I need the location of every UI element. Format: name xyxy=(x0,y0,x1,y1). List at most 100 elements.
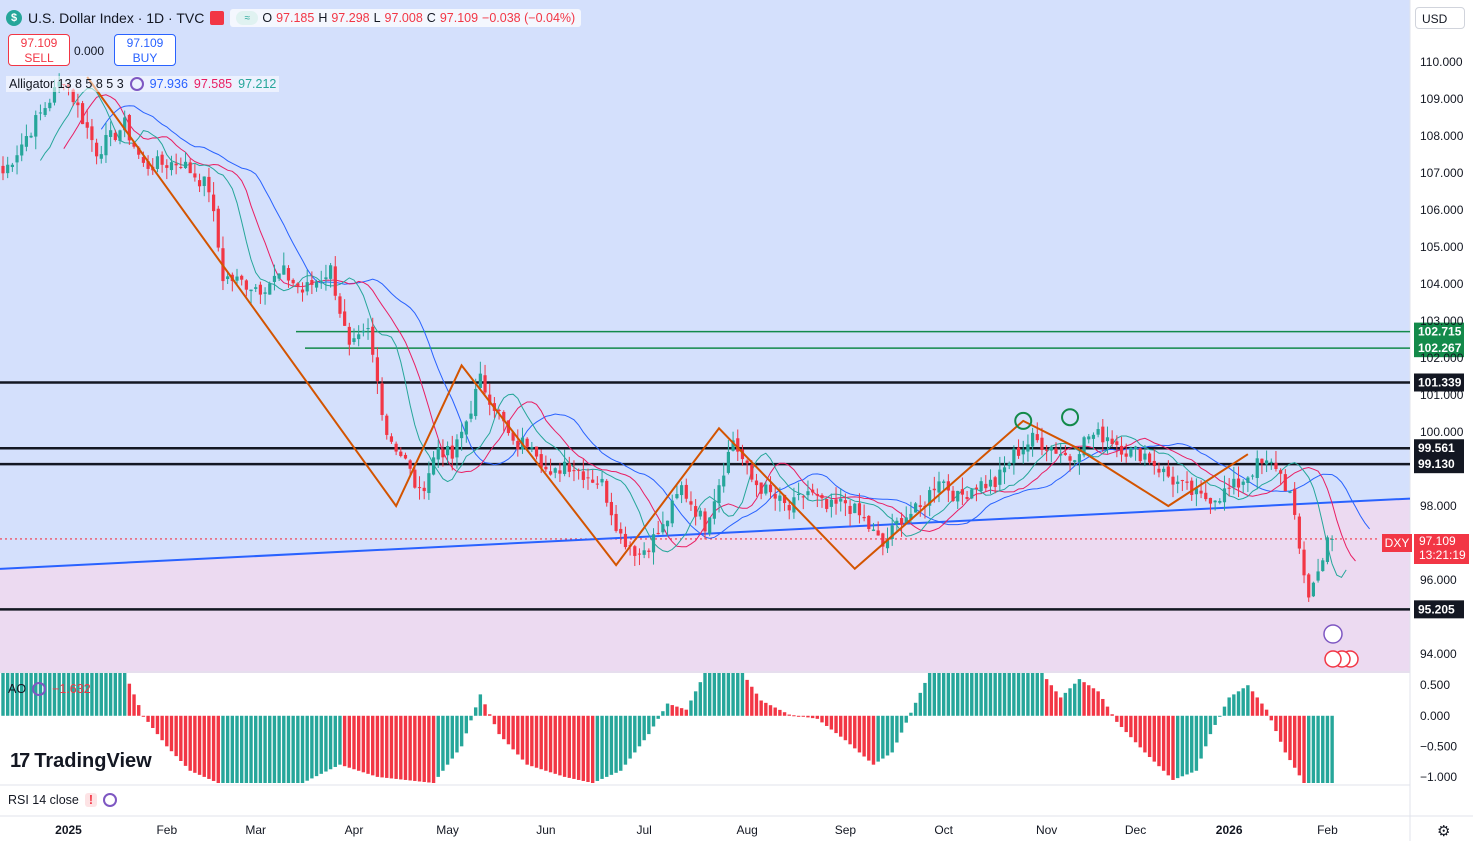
refresh-icon[interactable] xyxy=(32,682,47,696)
candle-body xyxy=(942,481,946,483)
close-label: C xyxy=(426,11,436,25)
ao-bar xyxy=(1222,706,1227,716)
candle-body xyxy=(965,497,969,499)
candle-body xyxy=(806,491,810,496)
candle-body xyxy=(212,194,216,212)
ao-bar xyxy=(876,715,880,762)
candle-body xyxy=(736,438,740,452)
refresh-icon[interactable] xyxy=(103,793,118,807)
candle-body xyxy=(460,431,464,439)
candle-body xyxy=(1059,453,1063,456)
ao-bar xyxy=(605,715,609,777)
ao-bar xyxy=(993,673,997,716)
warning-icon[interactable]: ! xyxy=(84,793,98,807)
visibility-icon[interactable]: ≈ xyxy=(236,11,259,25)
candle-body xyxy=(207,176,211,193)
candle-body xyxy=(385,415,389,435)
gear-icon[interactable]: ⚙ xyxy=(1437,823,1451,840)
candle-body xyxy=(10,164,14,168)
buy-button[interactable]: 97.109 BUY xyxy=(114,34,176,66)
candle-body xyxy=(591,479,595,483)
ao-bar xyxy=(1283,715,1288,753)
ao-bar xyxy=(1190,715,1194,773)
ao-bar xyxy=(235,715,239,783)
ao-bar xyxy=(590,715,595,783)
ao-bar xyxy=(1302,715,1306,783)
ao-bar xyxy=(225,715,230,783)
candle-body xyxy=(703,511,707,532)
candle-body xyxy=(670,500,674,524)
flag-icon[interactable] xyxy=(210,11,225,25)
candle-body xyxy=(422,487,426,492)
ao-bar xyxy=(1082,682,1086,716)
horizontal-levels: 102.715 102.267 101.339 99.561 99.130 95.205 xyxy=(0,322,1464,619)
candle-body xyxy=(469,413,473,419)
ao-bar xyxy=(881,715,885,759)
ao-bar xyxy=(258,715,263,783)
ao-bar xyxy=(623,715,628,765)
ao-bar xyxy=(941,673,946,716)
candle-body xyxy=(29,135,33,138)
ao-bar xyxy=(1012,673,1016,716)
candle-body xyxy=(141,156,145,163)
ao-bar xyxy=(146,715,150,722)
candle-body xyxy=(764,484,768,494)
symbol-title[interactable]: U.S. Dollar Index · 1D · TVC xyxy=(28,10,205,26)
candle-body xyxy=(843,500,847,504)
ao-bar xyxy=(1274,715,1278,732)
ao-bar xyxy=(1002,673,1007,716)
ao-bar xyxy=(464,715,469,734)
ao-tick-label: 0.500 xyxy=(1420,678,1450,692)
candle-body xyxy=(282,265,286,275)
low-value: 97.008 xyxy=(384,11,423,25)
candle-body xyxy=(333,266,337,296)
candle-body xyxy=(516,441,520,450)
currency-select[interactable]: USD xyxy=(1415,7,1465,29)
ao-bar xyxy=(1030,673,1035,716)
ao-bar xyxy=(314,715,319,777)
ao-bar xyxy=(665,703,670,716)
sell-button[interactable]: 97.109 SELL xyxy=(8,34,70,66)
candle-body xyxy=(731,440,735,451)
ao-bar xyxy=(94,673,99,716)
y-tick-label: 103.000 xyxy=(1420,314,1464,328)
ao-bar xyxy=(394,715,398,779)
candle-body xyxy=(352,338,356,342)
candle-body xyxy=(179,166,183,168)
candle-body xyxy=(296,283,300,287)
ao-bar xyxy=(1269,715,1273,721)
level-tag xyxy=(1414,339,1464,358)
candle-body xyxy=(1255,458,1259,478)
ao-bar xyxy=(857,715,862,753)
sell-label: SELL xyxy=(24,51,54,65)
candle-body xyxy=(647,550,651,552)
candle-body xyxy=(1194,488,1198,495)
candle-body xyxy=(1115,441,1119,445)
tradingview-logo[interactable]: 17 TradingView xyxy=(10,750,152,773)
candle-body xyxy=(534,446,539,457)
candle-body xyxy=(478,373,482,389)
candle-body xyxy=(782,494,787,504)
ao-legend[interactable]: AO −1.632 xyxy=(8,682,91,696)
alligator-legend[interactable]: Alligator 13 8 5 8 5 3 97.936 97.585 97.… xyxy=(6,76,280,92)
candle-body xyxy=(1208,497,1213,504)
candle-body xyxy=(1274,462,1278,470)
ao-bar xyxy=(712,673,717,716)
candle-body xyxy=(1180,480,1184,482)
ao-bar xyxy=(141,715,146,717)
ao-bar xyxy=(305,715,309,781)
ao-bar xyxy=(492,715,497,725)
ao-bar xyxy=(1138,715,1142,748)
rsi-legend[interactable]: RSI 14 close ! xyxy=(8,793,118,807)
candle-body xyxy=(1119,445,1124,455)
ao-bar xyxy=(347,715,352,768)
candle-body xyxy=(202,176,206,187)
candle-body xyxy=(1087,436,1091,440)
candle-body xyxy=(834,499,838,504)
ao-bar xyxy=(534,715,539,768)
candle-body xyxy=(530,447,534,449)
refresh-icon[interactable] xyxy=(129,77,144,91)
candle-body xyxy=(137,147,141,155)
candle-body xyxy=(1293,488,1297,515)
